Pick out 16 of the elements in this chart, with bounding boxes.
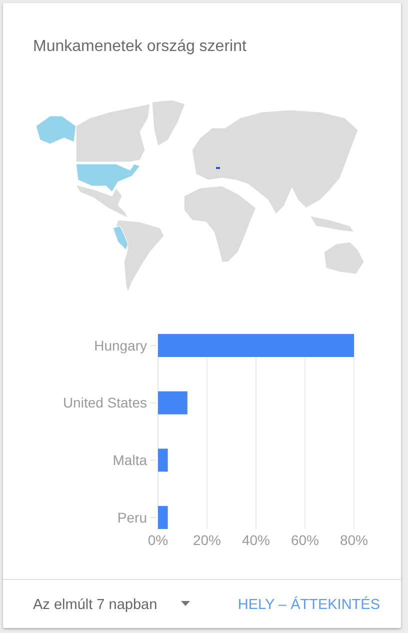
chart-title: Munkamenetek ország szerint bbox=[33, 38, 247, 55]
y-tick-label: Malta bbox=[112, 452, 148, 468]
y-tick-label: Peru bbox=[117, 509, 147, 526]
text: HELY – ÁTTEKINTÉS bbox=[238, 596, 380, 613]
bar bbox=[158, 334, 354, 357]
y-tick-label: United States bbox=[62, 394, 147, 411]
bar bbox=[158, 391, 188, 414]
bar bbox=[158, 448, 168, 472]
bar bbox=[158, 506, 168, 529]
x-tick-label: 20% bbox=[192, 532, 222, 548]
x-tick-label: 0% bbox=[148, 532, 168, 548]
text: Az elmúlt 7 napban bbox=[33, 597, 158, 613]
x-tick-label: 40% bbox=[242, 532, 270, 548]
x-tick-label: 80% bbox=[340, 532, 368, 548]
y-tick-label: Hungary bbox=[94, 337, 147, 354]
x-tick-label: 60% bbox=[290, 532, 320, 548]
